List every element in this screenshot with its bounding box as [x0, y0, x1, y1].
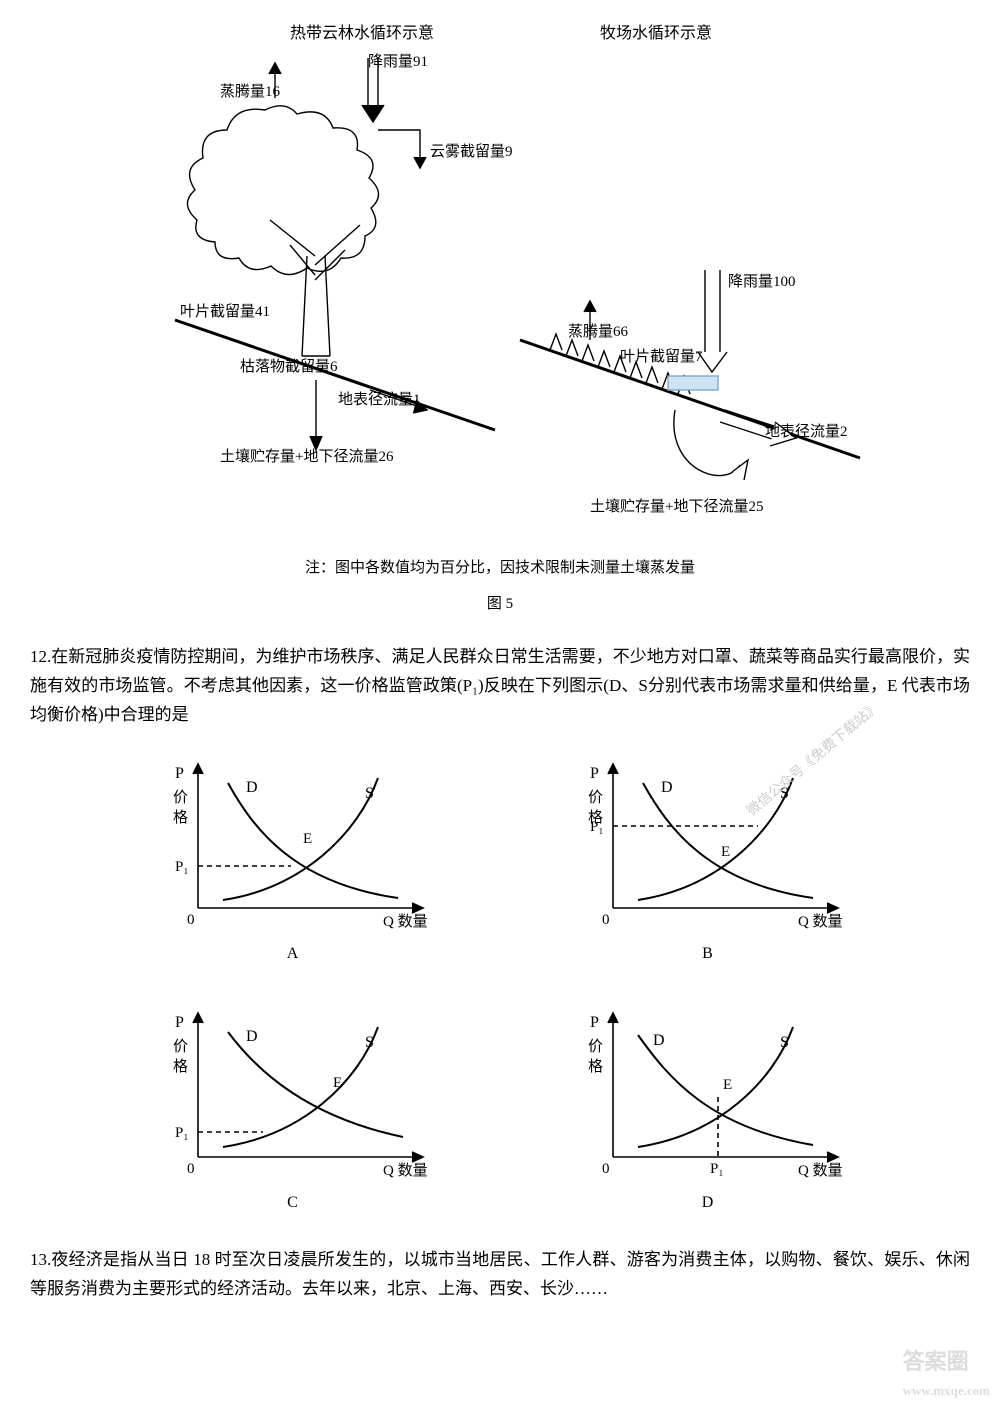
svg-text:价: 价 [588, 790, 603, 806]
svg-text:E: E [303, 831, 312, 847]
q12-body: 在新冠肺炎疫情防控期间，为维护市场秩序、满足人民群众日常生活需要，不少地方对口罩… [30, 647, 970, 724]
svg-text:格: 格 [588, 809, 603, 826]
lbl-evap: 蒸腾量16 [220, 80, 280, 106]
svg-text:价: 价 [173, 1039, 188, 1055]
svg-text:P: P [590, 765, 599, 782]
svg-text:D: D [246, 1028, 258, 1045]
chart-C: D S E P₁ P 价 格 0 Q 数量 C [120, 997, 465, 1216]
svg-text:0: 0 [602, 1161, 610, 1177]
svg-text:Q 数量: Q 数量 [383, 913, 428, 930]
svg-text:P₁: P₁ [175, 1125, 189, 1141]
chart-B: 微信公众号《免费下载站》 D S E P₁ P 价 格 0 [535, 748, 880, 967]
svg-text:S: S [365, 785, 374, 802]
lbl-precip-right: 降雨量100 [728, 270, 796, 296]
lbl-leaf-right: 叶片截留量7 [620, 345, 703, 371]
q12-number: 12. [30, 647, 51, 666]
q12-charts: D S E P₁ P 价 格 0 Q 数量 A 微信公众号《免费下载站》 [120, 748, 880, 1216]
lbl-runoff-left: 地表径流量1 [338, 388, 421, 414]
svg-text:E: E [333, 1075, 342, 1091]
figure-5: 热带云林水循环示意 牧场水循环示意 [120, 20, 880, 550]
svg-text:P: P [590, 1014, 599, 1031]
svg-text:价: 价 [588, 1039, 603, 1055]
svg-text:Q 数量: Q 数量 [798, 1162, 843, 1179]
svg-text:P₁: P₁ [175, 859, 189, 875]
q13-text: 13.夜经济是指从当日 18 时至次日凌晨所发生的，以城市当地居民、工作人群、游… [30, 1246, 970, 1304]
lbl-leaf-intercept: 叶片截留量41 [180, 300, 270, 326]
chart-B-label: B [558, 940, 858, 967]
lbl-cloud-intercept: 云雾截留量9 [430, 140, 513, 166]
watermark-br2: www.mxqe.com [903, 1380, 990, 1402]
lbl-soil-left: 土壤贮存量+地下径流量26 [220, 445, 393, 471]
fig5-note: 注：图中各数值均为百分比，因技术限制未测量土壤蒸发量 [30, 556, 970, 582]
svg-text:0: 0 [187, 1161, 195, 1177]
watermark-bottom: 答案圈 www.mxqe.com [903, 1343, 990, 1402]
svg-text:S: S [780, 1034, 789, 1051]
svg-text:Q 数量: Q 数量 [383, 1162, 428, 1179]
lbl-evap-right: 蒸腾量66 [568, 320, 628, 346]
svg-text:P: P [175, 765, 184, 782]
svg-text:S: S [365, 1034, 374, 1051]
fig5-caption: 图 5 [30, 592, 970, 618]
lbl-precip-left: 降雨量91 [368, 50, 428, 76]
chart-A-label: A [143, 940, 443, 967]
svg-text:E: E [723, 1077, 732, 1093]
chart-A: D S E P₁ P 价 格 0 Q 数量 A [120, 748, 465, 967]
svg-text:E: E [721, 844, 730, 860]
svg-text:D: D [653, 1032, 665, 1049]
svg-text:格: 格 [173, 1058, 188, 1075]
svg-text:D: D [661, 779, 673, 796]
svg-text:格: 格 [588, 1058, 603, 1075]
lbl-soil-right: 土壤贮存量+地下径流量25 [590, 495, 763, 521]
svg-text:格: 格 [173, 809, 188, 826]
svg-text:0: 0 [187, 912, 195, 928]
q12-text: 12.在新冠肺炎疫情防控期间，为维护市场秩序、满足人民群众日常生活需要，不少地方… [30, 643, 970, 730]
q13-number: 13. [30, 1250, 51, 1269]
lbl-runoff-right: 地表径流量2 [765, 420, 848, 446]
svg-text:Q 数量: Q 数量 [798, 913, 843, 930]
svg-text:0: 0 [602, 912, 610, 928]
svg-text:P: P [175, 1014, 184, 1031]
q13-body: 夜经济是指从当日 18 时至次日凌晨所发生的，以城市当地居民、工作人群、游客为消… [30, 1250, 970, 1298]
svg-text:价: 价 [173, 790, 188, 806]
svg-text:P₁: P₁ [710, 1161, 724, 1177]
lbl-litter: 枯落物截留量6 [240, 355, 338, 381]
chart-C-label: C [143, 1189, 443, 1216]
svg-text:S: S [780, 785, 789, 802]
chart-D: D S E P₁ P 价 格 0 Q 数量 D [535, 997, 880, 1216]
watermark-br1: 答案圈 [903, 1343, 990, 1380]
svg-text:D: D [246, 779, 258, 796]
chart-D-label: D [558, 1189, 858, 1216]
